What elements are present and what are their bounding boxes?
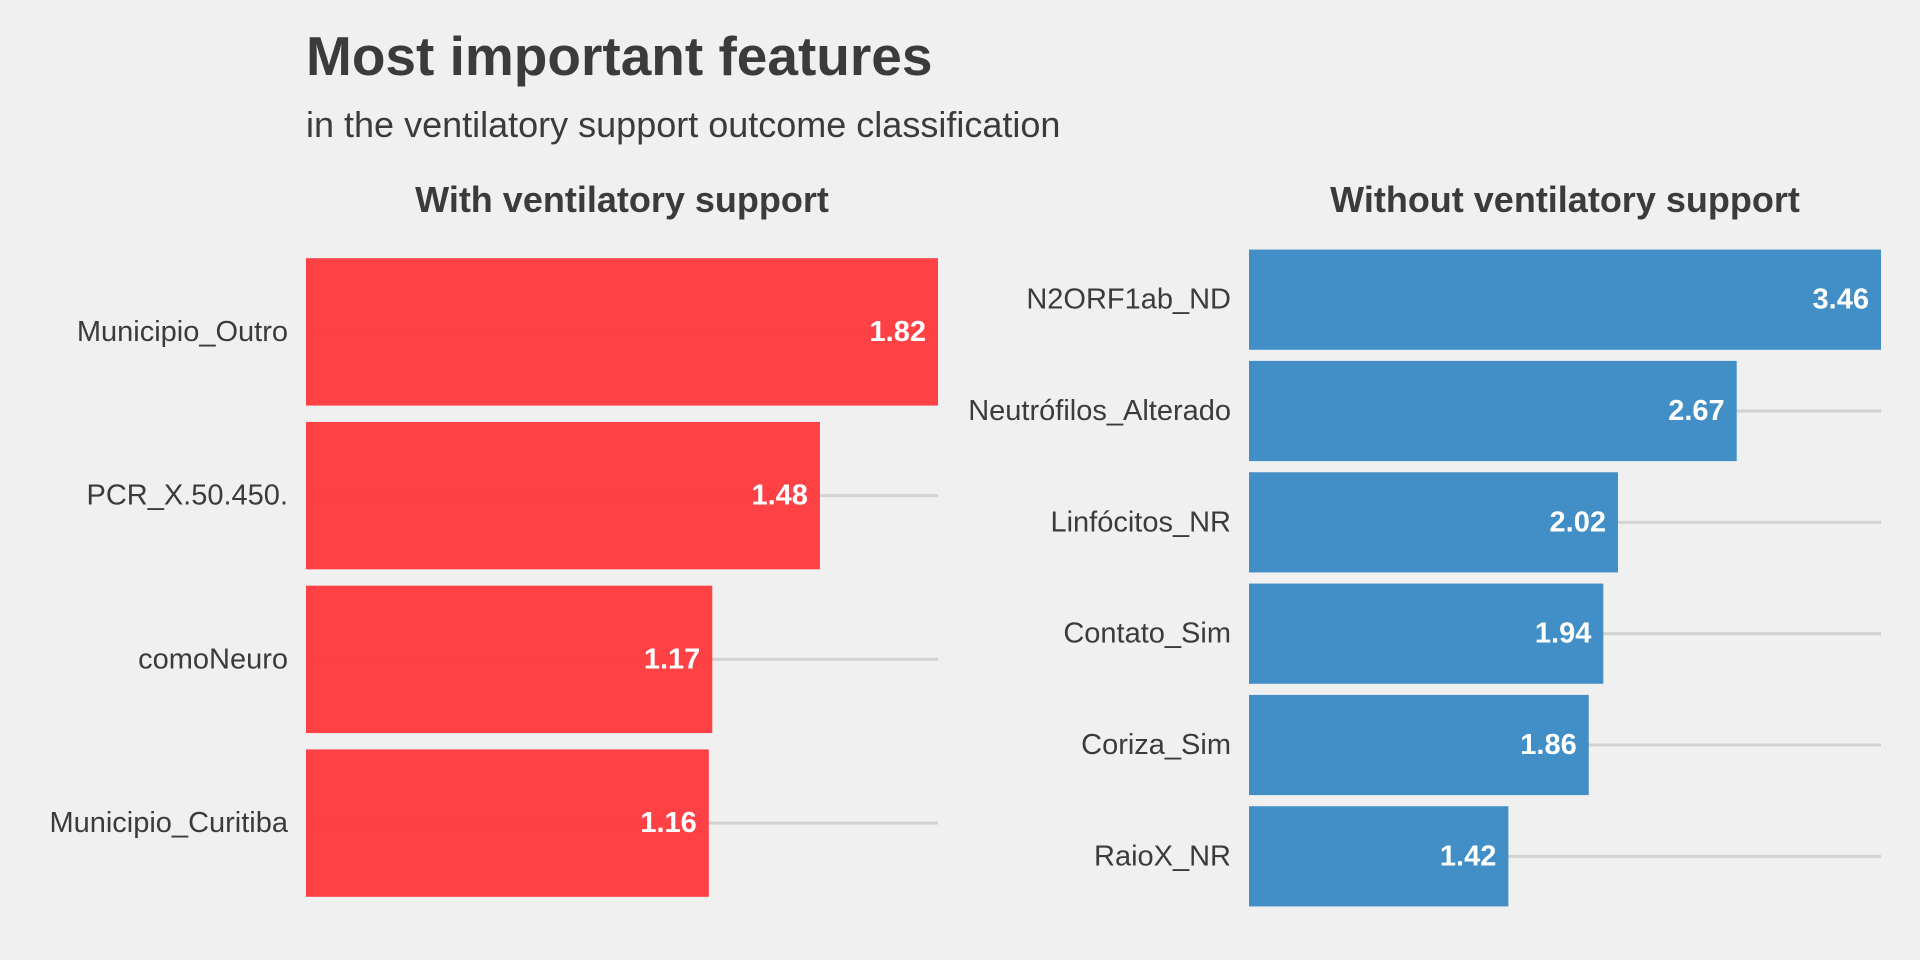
bar [1249,583,1604,684]
bar [306,258,938,406]
chart-subtitle: in the ventilatory support outcome class… [306,104,1061,145]
bar [1249,806,1509,907]
bar [306,749,709,897]
value-label: 1.94 [1535,618,1591,650]
value-label: 3.46 [1813,284,1869,316]
category-label: comoNeuro [138,643,288,675]
value-label: 2.02 [1550,506,1606,538]
category-label: Municipio_Outro [77,316,288,348]
bar [306,585,713,734]
value-label: 1.82 [870,316,926,348]
value-label: 1.17 [644,643,700,675]
facet-title: With ventilatory support [415,179,829,220]
category-label: Contato_Sim [1063,618,1231,650]
category-label: N2ORF1ab_ND [1026,284,1231,316]
category-label: Coriza_Sim [1081,729,1231,761]
value-label: 1.16 [640,807,696,839]
facet-panel-2: Without ventilatory support N2ORF1ab_ND 3.… [968,179,1881,907]
bar [1249,472,1618,573]
bar [306,421,820,570]
bar [1249,360,1737,462]
category-label: Municipio_Curitiba [49,807,288,839]
category-label: Neutrófilos_Alterado [968,395,1231,427]
category-label: Linfócitos_NR [1050,506,1231,538]
value-label: 2.67 [1668,395,1724,427]
bar [1249,694,1589,796]
value-label: 1.42 [1440,840,1496,872]
chart-title: Most important features [306,25,933,87]
category-label: RaioX_NR [1094,840,1231,872]
bar [1249,249,1881,350]
category-label: PCR_X.50.450. [86,480,288,512]
facet-title: Without ventilatory support [1330,179,1800,220]
value-label: 1.48 [751,480,807,512]
value-label: 1.86 [1520,729,1576,761]
facet-panel-1: With ventilatory support Municipio_Outro 1… [49,179,938,897]
